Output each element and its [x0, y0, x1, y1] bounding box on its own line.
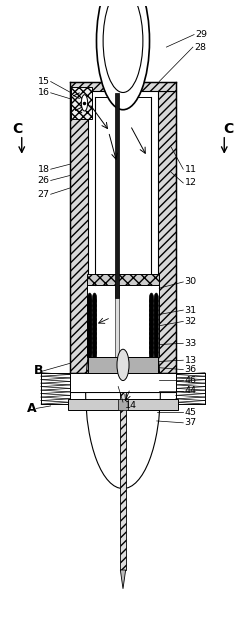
Circle shape [103, 0, 143, 93]
Circle shape [88, 344, 92, 356]
Bar [110, 66, 136, 82]
Circle shape [88, 312, 92, 323]
Text: 30: 30 [184, 277, 197, 286]
Text: 13: 13 [184, 356, 197, 365]
Circle shape [88, 316, 92, 328]
Bar [87, 285, 159, 357]
Circle shape [154, 326, 158, 337]
Circle shape [149, 335, 154, 346]
Circle shape [154, 330, 158, 342]
Circle shape [92, 340, 97, 351]
Text: 26: 26 [37, 176, 49, 185]
Text: 11: 11 [184, 165, 197, 174]
Bar [87, 273, 159, 285]
Bar [70, 373, 176, 392]
Bar [71, 86, 92, 119]
Bar [120, 392, 126, 570]
Circle shape [149, 312, 154, 323]
Circle shape [149, 321, 154, 332]
Circle shape [92, 316, 97, 328]
Text: 14: 14 [125, 401, 138, 410]
Circle shape [88, 326, 92, 337]
Bar [70, 91, 88, 373]
Circle shape [88, 330, 92, 342]
Circle shape [149, 344, 154, 356]
Circle shape [149, 326, 154, 337]
Circle shape [154, 335, 158, 346]
Circle shape [81, 95, 88, 111]
Circle shape [92, 330, 97, 342]
Circle shape [92, 344, 97, 356]
Circle shape [88, 302, 92, 314]
Circle shape [88, 340, 92, 351]
Text: 37: 37 [184, 419, 197, 427]
Bar [118, 399, 128, 410]
Text: 16: 16 [37, 88, 49, 97]
Circle shape [149, 293, 154, 304]
Circle shape [154, 302, 158, 314]
Circle shape [117, 350, 129, 381]
Circle shape [92, 307, 97, 318]
Text: 28: 28 [194, 43, 206, 52]
Circle shape [149, 340, 154, 351]
Bar [68, 399, 178, 410]
Text: 18: 18 [37, 165, 49, 174]
Text: B: B [34, 364, 43, 378]
Text: C: C [12, 121, 23, 135]
Circle shape [88, 293, 92, 304]
Circle shape [149, 330, 154, 342]
Text: 31: 31 [184, 305, 197, 314]
Circle shape [154, 316, 158, 328]
Text: A: A [27, 402, 36, 415]
Text: 46: 46 [184, 376, 197, 385]
Circle shape [149, 298, 154, 309]
Text: 29: 29 [195, 30, 207, 39]
Text: 44: 44 [184, 387, 197, 396]
Text: 45: 45 [184, 408, 197, 417]
Text: 32: 32 [184, 317, 197, 326]
Text: 12: 12 [184, 178, 197, 187]
Circle shape [154, 344, 158, 356]
Circle shape [88, 298, 92, 309]
Bar [98, 296, 148, 357]
Text: 27: 27 [37, 190, 49, 199]
Circle shape [88, 321, 92, 332]
Circle shape [154, 340, 158, 351]
Circle shape [92, 326, 97, 337]
Circle shape [92, 293, 97, 304]
Circle shape [149, 307, 154, 318]
Bar [115, 66, 119, 82]
Circle shape [149, 349, 154, 360]
Circle shape [154, 298, 158, 309]
Circle shape [154, 349, 158, 360]
Bar [158, 91, 176, 373]
Text: 33: 33 [184, 339, 197, 348]
Circle shape [88, 307, 92, 318]
Text: 15: 15 [37, 77, 49, 86]
Circle shape [92, 302, 97, 314]
Circle shape [92, 298, 97, 309]
Circle shape [92, 312, 97, 323]
Circle shape [154, 293, 158, 304]
Bar [95, 97, 151, 285]
Circle shape [154, 321, 158, 332]
Text: C: C [223, 121, 234, 135]
Text: 36: 36 [184, 365, 197, 374]
Bar [115, 285, 119, 357]
Bar [115, 93, 119, 298]
Circle shape [149, 302, 154, 314]
Circle shape [88, 349, 92, 360]
Bar [70, 82, 176, 91]
Circle shape [154, 307, 158, 318]
Circle shape [88, 335, 92, 346]
Polygon shape [120, 570, 126, 589]
Circle shape [92, 321, 97, 332]
Bar [88, 357, 158, 373]
Circle shape [96, 0, 150, 110]
Circle shape [149, 316, 154, 328]
Circle shape [92, 335, 97, 346]
Circle shape [92, 349, 97, 360]
Circle shape [154, 312, 158, 323]
